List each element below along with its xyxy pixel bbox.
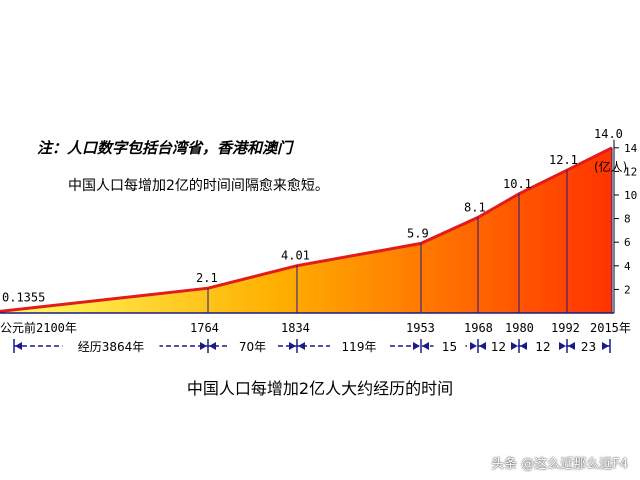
interval-label: 经历3864年 [78,340,145,354]
x-tick-label: 1834 [281,321,310,335]
value-label: 2.1 [196,271,218,285]
interval-label-bg [527,338,559,354]
value-label: 12.1 [549,153,578,167]
value-label: 5.9 [407,226,429,240]
y-tick-label: 6 [624,236,631,249]
x-tick-label: 1992 [551,321,580,335]
interval-arrow-left [209,342,216,350]
y-tick-label: 8 [624,213,631,226]
interval-arrow-left [520,342,527,350]
interval-arrow-left [298,342,305,350]
watermark: 头条 @这么近那么远F4 [491,457,628,472]
y-tick-label: 10 [624,189,637,202]
interval-label-bg [330,338,388,354]
interval-label: 15 [442,340,457,354]
y-tick-label: 14 [624,142,638,155]
interval-label-bg [482,338,515,354]
population-line [0,146,613,313]
x-tick-label: 1764 [190,321,219,335]
interval-label-bg [433,338,466,354]
x-tick-label: 1968 [464,321,493,335]
x-tick-label: 2015年 [590,321,631,335]
interval-label: 12 [535,340,550,354]
interval-arrow-left [479,342,486,350]
interval-label: 12 [491,340,506,354]
chart-subtitle: 中国人口每增加2亿的时间间隔愈来愈短。 [68,178,329,194]
interval-arrow-right [559,342,566,350]
value-label: 4.01 [281,249,310,263]
interval-arrow-right [470,342,477,350]
population-area [0,147,612,313]
interval-arrow-right [200,342,207,350]
y-axis-unit-label: (亿人) [594,160,628,174]
value-label: 14.0 [594,127,623,141]
value-label: 8.1 [464,200,486,214]
value-label: 10.1 [503,177,532,191]
interval-label: 70年 [239,340,266,354]
interval-label-bg [230,338,275,354]
y-tick-label: 4 [624,260,631,273]
y-tick-label: 2 [624,283,631,296]
interval-arrow-left [15,342,22,350]
interval-label: 119年 [342,340,377,354]
interval-arrow-right [289,342,296,350]
interval-arrow-left [422,342,429,350]
interval-arrow-left [568,342,575,350]
interval-arrow-right [602,342,609,350]
chart-caption: 中国人口每增加2亿人大约经历的时间 [186,379,454,398]
note-text: 注：人口数字包括台湾省，香港和澳门 [37,139,293,157]
interval-arrow-right [511,342,518,350]
x-tick-label: 公元前2100年 [0,320,77,335]
x-tick-label: 1980 [505,321,534,335]
interval-label-bg [62,338,160,354]
interval-arrow-right [413,342,420,350]
y-tick-label: 12 [624,165,637,178]
value-label: 0.1355 [2,290,45,304]
interval-label-bg [572,338,605,354]
x-tick-label: 1953 [406,321,435,335]
interval-label: 23 [581,340,596,354]
